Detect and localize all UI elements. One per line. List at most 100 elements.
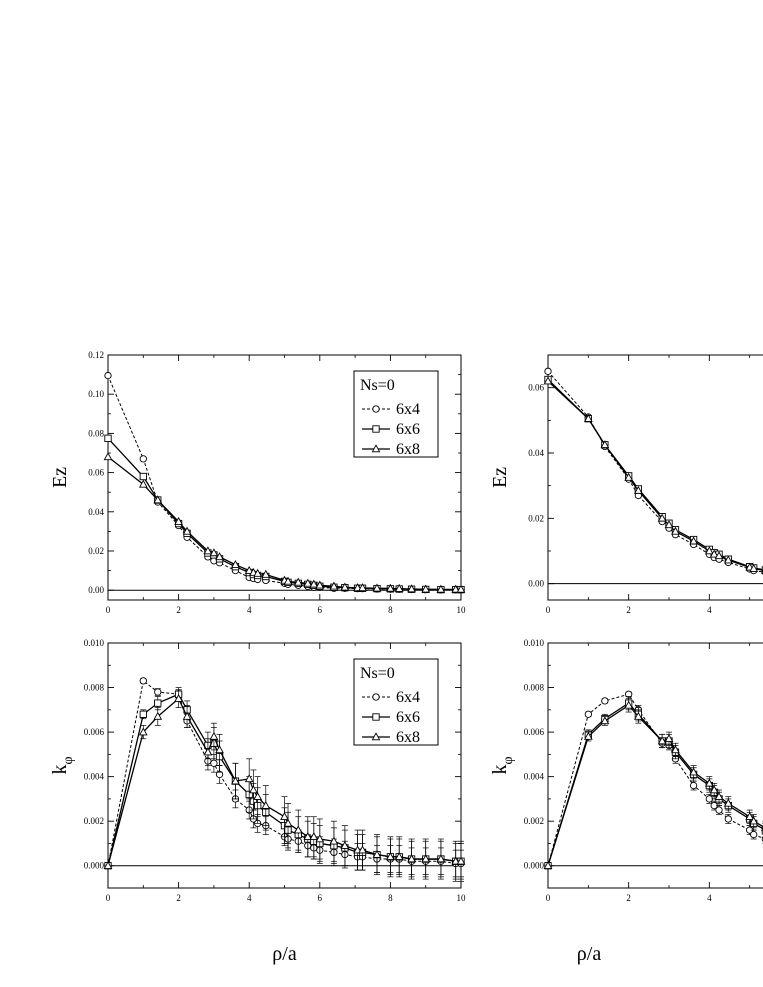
data-point bbox=[671, 526, 680, 535]
data-point bbox=[407, 584, 416, 593]
data-point bbox=[309, 579, 319, 588]
legend-marker bbox=[372, 693, 380, 701]
y-tick-label: 0.002 bbox=[84, 816, 104, 826]
data-point bbox=[104, 371, 112, 380]
data-point bbox=[664, 734, 674, 743]
data-point bbox=[329, 836, 339, 845]
data-point bbox=[714, 791, 724, 800]
data-point bbox=[671, 745, 680, 754]
data-point bbox=[244, 565, 254, 574]
data-point bbox=[104, 434, 112, 442]
data-point bbox=[103, 860, 113, 869]
data-point bbox=[203, 546, 213, 555]
y-tick-label: 0.02 bbox=[88, 546, 104, 556]
data-point bbox=[657, 513, 667, 522]
data-point bbox=[249, 785, 258, 794]
data-point bbox=[215, 552, 224, 561]
y-tick-label: 0.002 bbox=[524, 816, 544, 826]
data-point bbox=[749, 816, 759, 825]
data-point bbox=[261, 569, 271, 578]
y-tick-label: 0.006 bbox=[524, 727, 545, 737]
legend-entry: 6x8 bbox=[396, 729, 420, 746]
y-tick-label: 0.06 bbox=[528, 383, 544, 393]
y-tick-label: 0.08 bbox=[88, 428, 104, 438]
data-point bbox=[138, 479, 148, 488]
data-point bbox=[600, 440, 610, 449]
data-point bbox=[394, 583, 404, 592]
data-point bbox=[750, 830, 758, 839]
data-point bbox=[138, 727, 148, 736]
data-point bbox=[253, 791, 263, 800]
data-point bbox=[153, 711, 163, 720]
y-axis-title-main: k bbox=[49, 765, 71, 775]
data-point bbox=[315, 580, 325, 589]
x-tick-label: 2 bbox=[626, 605, 631, 615]
data-point bbox=[283, 818, 293, 827]
series-6x8 bbox=[103, 452, 466, 593]
data-point bbox=[139, 710, 147, 718]
data-point bbox=[715, 806, 723, 814]
series-series-3 bbox=[543, 376, 763, 574]
y-tick-label: 0.00 bbox=[88, 585, 104, 595]
data-point bbox=[689, 767, 698, 776]
data-point bbox=[174, 693, 183, 702]
y-tick-label: 0.04 bbox=[88, 507, 104, 517]
data-point bbox=[293, 825, 303, 834]
x-tick-label: 6 bbox=[318, 893, 323, 903]
legend-entry: 6x6 bbox=[396, 421, 420, 438]
data-point bbox=[421, 584, 431, 593]
x-tick-label: 2 bbox=[626, 893, 631, 903]
data-point bbox=[372, 583, 382, 592]
x-tick-label: 8 bbox=[388, 893, 393, 903]
legend-entry: 6x4 bbox=[396, 401, 420, 418]
data-point bbox=[451, 856, 461, 865]
data-point bbox=[709, 549, 719, 558]
y-tick-label: 0.006 bbox=[84, 727, 105, 737]
data-point bbox=[544, 367, 552, 375]
y-tick-label: 0.04 bbox=[528, 448, 544, 458]
data-point bbox=[303, 832, 313, 841]
data-point bbox=[633, 711, 643, 720]
data-point bbox=[633, 485, 643, 494]
data-point bbox=[601, 697, 609, 705]
data-point bbox=[293, 577, 303, 586]
data-point bbox=[231, 559, 240, 568]
data-point bbox=[329, 581, 339, 590]
data-point bbox=[394, 852, 404, 861]
data-point bbox=[358, 845, 367, 854]
x-tick-label: 6 bbox=[318, 605, 323, 615]
data-point bbox=[664, 520, 674, 529]
data-point bbox=[103, 452, 113, 461]
data-point bbox=[543, 376, 553, 385]
legend-entry: 6x8 bbox=[396, 441, 420, 458]
data-point bbox=[253, 568, 263, 577]
data-point bbox=[154, 699, 162, 707]
data-point bbox=[174, 516, 183, 525]
legend-marker bbox=[371, 444, 381, 453]
data-point bbox=[584, 710, 592, 718]
data-point bbox=[261, 800, 271, 809]
data-point bbox=[657, 736, 667, 745]
legend-box bbox=[353, 370, 439, 458]
x-tick-label: 0 bbox=[106, 605, 111, 615]
legend-marker bbox=[372, 425, 380, 433]
legend-marker bbox=[372, 405, 380, 413]
y-axis-title: Ez bbox=[489, 467, 511, 488]
x-tick-label: 4 bbox=[247, 893, 252, 903]
data-point bbox=[624, 472, 634, 481]
x-tick-label: 10 bbox=[457, 893, 467, 903]
y-tick-label: 0.010 bbox=[84, 638, 105, 648]
data-point bbox=[182, 526, 192, 535]
data-point bbox=[153, 495, 163, 504]
panels: 0 2 4 6 8 10 0.00 0.02 0.04 0.06 0.08 0.10 0.12 Ez Ns=… bbox=[49, 350, 763, 965]
data-point bbox=[283, 576, 293, 585]
x-axis-title: ρ/a bbox=[577, 943, 602, 965]
data-point bbox=[340, 840, 350, 849]
data-point bbox=[154, 688, 162, 696]
data-point bbox=[340, 582, 350, 591]
data-point bbox=[624, 700, 634, 709]
data-point bbox=[456, 856, 466, 865]
x-axis-title: ρ/a bbox=[272, 943, 297, 965]
